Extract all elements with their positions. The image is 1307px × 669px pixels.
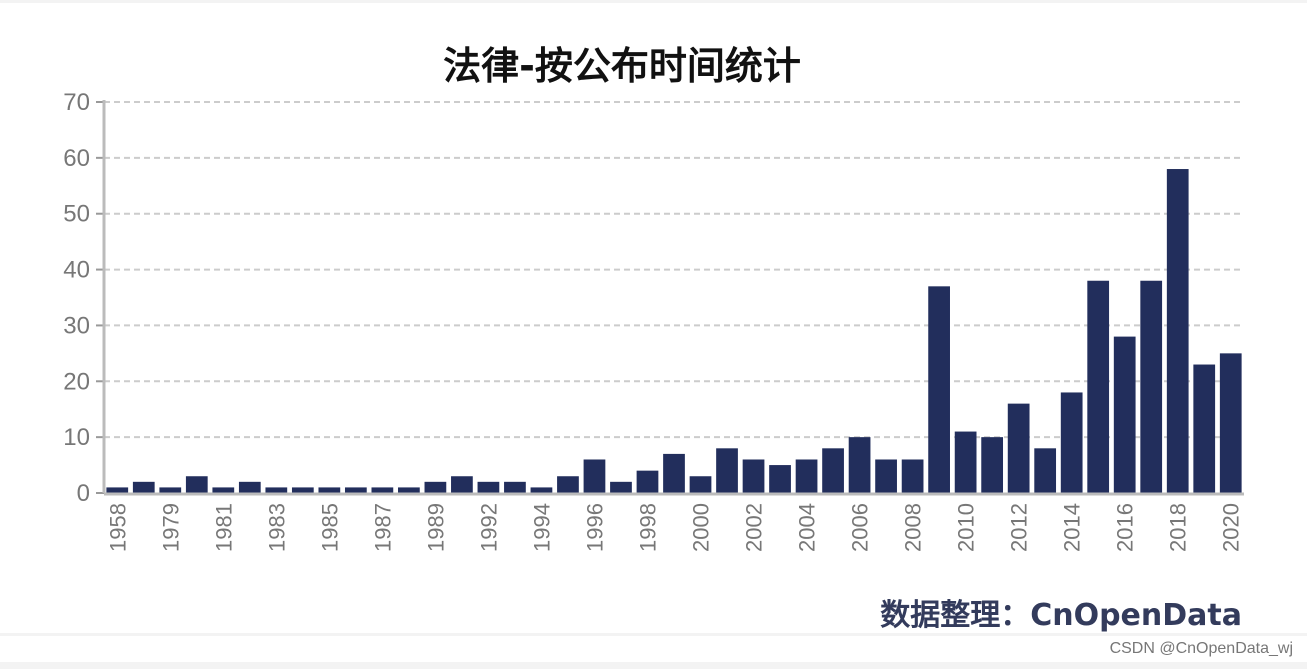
bar-1979 bbox=[159, 487, 182, 493]
y-tick-label-0: 0 bbox=[77, 480, 90, 507]
x-tick-label-1985: 1985 bbox=[317, 503, 342, 552]
bar-1998 bbox=[636, 470, 659, 493]
bar-1997 bbox=[610, 481, 632, 493]
bar-2007 bbox=[875, 459, 897, 493]
x-tick-label-2002: 2002 bbox=[742, 503, 767, 552]
bar-1987 bbox=[371, 487, 394, 493]
bar-1980 bbox=[185, 476, 208, 493]
bar-1986 bbox=[344, 487, 367, 493]
x-tick-label-2018: 2018 bbox=[1166, 503, 1191, 552]
x-tick-label-1981: 1981 bbox=[211, 503, 236, 552]
x-tick-label-2008: 2008 bbox=[901, 503, 926, 552]
data-credit: 数据整理：CnOpenData bbox=[880, 598, 1242, 633]
bar-2001 bbox=[716, 448, 738, 493]
y-tick-label-50: 50 bbox=[63, 201, 90, 228]
bar-2012 bbox=[1007, 403, 1030, 493]
bar-2018 bbox=[1166, 169, 1189, 493]
x-tick-label-2004: 2004 bbox=[795, 503, 820, 552]
y-tick-label-40: 40 bbox=[63, 257, 90, 284]
bar-2009 bbox=[928, 286, 950, 493]
bar-2019 bbox=[1193, 364, 1216, 493]
bar-1958 bbox=[106, 487, 129, 493]
bar-2011 bbox=[981, 437, 1004, 493]
x-tick-label-1989: 1989 bbox=[423, 503, 448, 552]
x-tick-label-2006: 2006 bbox=[848, 503, 873, 552]
y-tick-label-10: 10 bbox=[63, 424, 90, 451]
bar-1996 bbox=[583, 459, 606, 493]
bar-2004 bbox=[795, 459, 818, 493]
bar-1985 bbox=[318, 487, 341, 493]
bar-2003 bbox=[769, 465, 791, 493]
bars bbox=[106, 169, 1242, 493]
bar-1988 bbox=[398, 487, 420, 493]
bar-1981 bbox=[212, 487, 235, 493]
x-tick-label-1958: 1958 bbox=[105, 503, 130, 552]
bar-2014 bbox=[1060, 392, 1083, 493]
y-tick-label-60: 60 bbox=[63, 145, 90, 172]
bar-1990 bbox=[451, 476, 473, 493]
x-tick-label-1983: 1983 bbox=[264, 503, 289, 552]
bar-2008 bbox=[901, 459, 924, 493]
bar-2006 bbox=[848, 437, 871, 493]
x-axis-ticks: 1958 1979 1981 1983 1985 1987 1989 1992 1994 1996… bbox=[105, 503, 1243, 552]
x-tick-label-1994: 1994 bbox=[529, 503, 554, 552]
bar-1995 bbox=[557, 476, 579, 493]
bar-1994 bbox=[530, 487, 553, 493]
bar-1984 bbox=[291, 487, 314, 493]
y-tick-label-30: 30 bbox=[63, 312, 90, 339]
bar-1982 bbox=[238, 481, 261, 493]
bar-1959 bbox=[132, 481, 155, 493]
x-tick-label-1996: 1996 bbox=[582, 503, 607, 552]
bar-2020 bbox=[1219, 353, 1242, 493]
x-tick-label-2020: 2020 bbox=[1219, 503, 1244, 552]
y-gridlines bbox=[104, 101, 1244, 439]
footer-strip bbox=[0, 636, 1307, 662]
bar-1983 bbox=[265, 487, 288, 493]
bar-2015 bbox=[1087, 280, 1110, 493]
x-tick-label-1998: 1998 bbox=[635, 503, 660, 552]
bar-2002 bbox=[742, 459, 765, 493]
x-tick-label-2000: 2000 bbox=[689, 503, 714, 552]
bar-2000 bbox=[689, 476, 712, 493]
x-tick-label-2014: 2014 bbox=[1060, 503, 1085, 552]
bar-1989 bbox=[424, 481, 447, 493]
chart-card: 法律-按公布时间统计 0 10 20 30 40 50 60 70 1958 1979 1981 1… bbox=[0, 3, 1307, 633]
bar-2016 bbox=[1113, 336, 1136, 493]
bar-2013 bbox=[1034, 448, 1057, 493]
chart-title: 法律-按公布时间统计 bbox=[443, 44, 801, 88]
x-tick-label-1987: 1987 bbox=[370, 503, 395, 552]
x-tick-label-1979: 1979 bbox=[158, 503, 183, 552]
bar-2010 bbox=[954, 431, 977, 493]
y-axis-ticks: 0 10 20 30 40 50 60 70 bbox=[63, 89, 104, 507]
bar-2017 bbox=[1140, 280, 1163, 493]
y-tick-label-20: 20 bbox=[63, 368, 90, 395]
bar-1993 bbox=[504, 481, 526, 493]
bar-1999 bbox=[663, 453, 685, 493]
x-tick-label-2012: 2012 bbox=[1007, 503, 1032, 552]
bar-1992 bbox=[477, 481, 500, 493]
watermark: CSDN @CnOpenData_wj bbox=[1109, 640, 1293, 657]
bar-2005 bbox=[822, 448, 844, 493]
x-tick-label-1992: 1992 bbox=[476, 503, 501, 552]
y-tick-label-70: 70 bbox=[63, 89, 90, 116]
x-tick-label-2010: 2010 bbox=[954, 503, 979, 552]
x-tick-label-2016: 2016 bbox=[1113, 503, 1138, 552]
